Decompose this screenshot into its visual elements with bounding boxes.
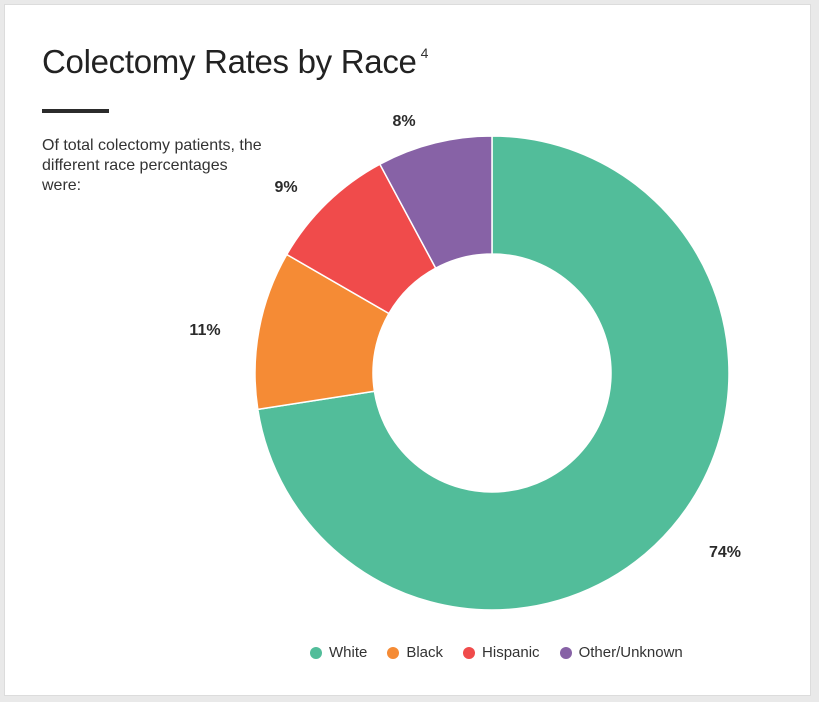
legend-item-black[interactable]: Black (387, 644, 443, 661)
value-label-black: 11% (189, 322, 220, 339)
chart-title-text: Colectomy Rates by Race (42, 43, 417, 80)
legend-label: Other/Unknown (578, 644, 683, 661)
legend-item-other-unknown[interactable]: Other/Unknown (559, 644, 683, 661)
chart-title: Colectomy Rates by Race 4 (42, 43, 428, 81)
title-footnote: 4 (420, 45, 429, 61)
title-underline (42, 109, 109, 113)
legend-label: Black (406, 644, 444, 661)
legend-label: White (329, 644, 368, 661)
value-label-hispanic: 9% (274, 179, 297, 196)
legend-item-hispanic[interactable]: Hispanic (463, 644, 540, 661)
legend-item-white[interactable]: White (310, 644, 367, 661)
legend-dot-icon (559, 646, 572, 659)
chart-subtitle: Of total colectomy patients, the differe… (42, 137, 262, 194)
legend-dot-icon (310, 646, 322, 659)
slice-white (256, 135, 730, 611)
value-label-other-unknown: 8% (392, 113, 415, 130)
legend-dot-icon (463, 646, 476, 659)
legend-dot-icon (387, 646, 400, 659)
chart-legend: White Black Hispanic Other/Unknown (310, 644, 683, 661)
value-label-white: 74% (709, 544, 741, 561)
slice-other-unknown (378, 135, 493, 270)
legend-label: Hispanic (482, 644, 540, 661)
